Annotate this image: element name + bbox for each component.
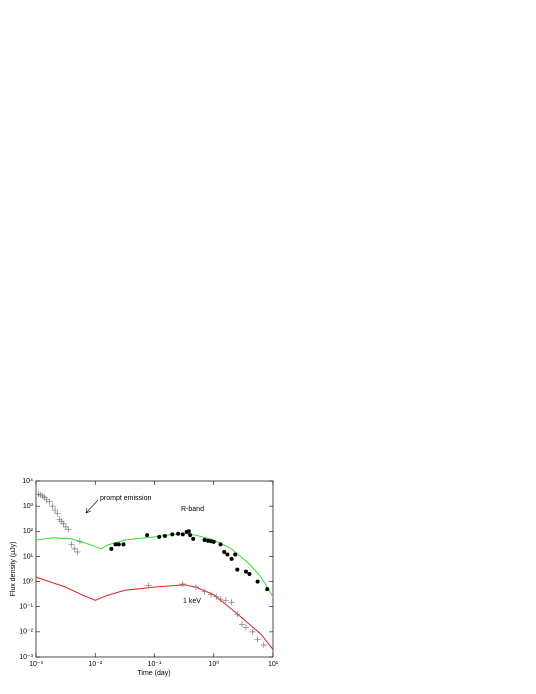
data-point [54,510,61,517]
data-point [201,588,208,595]
data-point [52,507,59,514]
y-tick-label: 10¹ [23,553,34,560]
y-tick-label: 10⁴ [22,478,33,485]
data-point [260,642,267,649]
data-point [228,599,235,606]
data-point [116,542,121,547]
data-point [68,541,75,548]
x-tick-label: 10¹ [268,661,279,668]
data-point [179,581,186,588]
data-point [192,584,199,591]
annotation: prompt emission [100,495,151,502]
data-point [65,526,72,533]
data-point [46,498,53,505]
data-point [145,582,152,589]
data-point [202,538,207,543]
data-point [188,533,193,538]
data-point [71,545,78,552]
data-point [211,539,216,544]
annotation: 1 keV [183,598,201,605]
data-point [170,532,175,537]
y-tick-label: 10⁰ [22,577,33,585]
data-point [162,533,167,538]
annotation: R-band [181,506,204,513]
data-point [265,587,270,592]
data-point [49,503,56,510]
data-point [235,567,240,572]
data-point [255,579,260,584]
data-point [208,591,215,598]
data-point [222,550,227,555]
x-tick-label: 10⁻¹ [148,661,162,668]
data-point [191,536,196,541]
data-point [243,569,248,574]
data-point [76,538,83,545]
data-point [218,542,223,547]
data-point [206,538,211,543]
data-point [60,520,67,527]
y-tick-label: 10⁻¹ [19,604,33,611]
y-tick-label: 10⁻² [19,629,33,636]
data-point [145,533,150,538]
data-point [249,628,256,635]
x-tick-label: 10⁻² [88,661,102,668]
data-point [180,532,185,537]
data-point [74,549,81,556]
data-point [229,556,234,561]
data-point [234,611,241,618]
data-point [43,496,50,503]
data-point [109,546,114,551]
y-tick-label: 10² [23,528,34,535]
data-point [213,593,220,600]
y-tick-label: 10³ [23,503,34,510]
y-axis-label: Flux density (μJy) [10,542,17,597]
data-point [242,624,249,631]
data-point [157,534,162,539]
data-point [233,552,238,557]
data-point [225,552,230,557]
data-point [222,597,229,604]
annotation-arrow [85,499,99,514]
data-point [239,621,246,628]
data-point [217,596,224,603]
y-tick-label: 10⁻³ [19,654,33,661]
x-tick-label: 10⁰ [208,660,219,668]
data-point [176,531,181,536]
data-point [121,542,126,547]
data-point [186,529,191,534]
data-point [254,636,261,643]
x-axis-label: Time (day) [137,670,170,677]
data-point [113,542,118,547]
x-tick-label: 10⁻³ [29,661,43,668]
data-point [247,572,252,577]
model-curve [35,576,274,650]
